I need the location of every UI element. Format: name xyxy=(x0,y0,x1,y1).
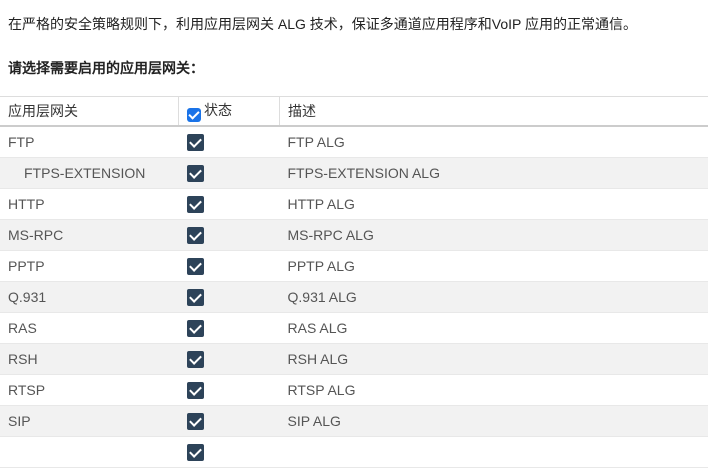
status-cell xyxy=(179,189,280,220)
gateway-description: RSH ALG xyxy=(280,344,708,375)
gateway-name: Q.931 xyxy=(0,282,179,313)
enable-checkbox[interactable] xyxy=(187,165,204,182)
table-row: HTTP HTTP ALG xyxy=(0,189,708,220)
gateway-description: FTPS-EXTENSION ALG xyxy=(280,158,708,189)
table-row: MS-RPC MS-RPC ALG xyxy=(0,220,708,251)
gateway-name: FTPS-EXTENSION xyxy=(0,158,179,189)
gateway-name: RTSP xyxy=(0,375,179,406)
enable-checkbox[interactable] xyxy=(187,351,204,368)
header-gateway: 应用层网关 xyxy=(0,97,179,127)
table-row: FTP FTP ALG xyxy=(0,126,708,158)
gateway-name: MS-RPC xyxy=(0,220,179,251)
gateway-name: HTTP xyxy=(0,189,179,220)
status-cell xyxy=(179,313,280,344)
select-all-checkbox[interactable] xyxy=(187,108,201,122)
table-row: SIP SIP ALG xyxy=(0,406,708,437)
table-row: RAS RAS ALG xyxy=(0,313,708,344)
gateway-description: SIP ALG xyxy=(280,406,708,437)
enable-checkbox[interactable] xyxy=(187,227,204,244)
header-status: 状态 xyxy=(179,97,280,127)
status-cell xyxy=(179,126,280,158)
enable-checkbox[interactable] xyxy=(187,413,204,430)
enable-checkbox[interactable] xyxy=(187,258,204,275)
gateway-name: SIP xyxy=(0,406,179,437)
table-row: FTPS-EXTENSION FTPS-EXTENSION ALG xyxy=(0,158,708,189)
status-cell xyxy=(179,251,280,282)
table-row: Q.931 Q.931 ALG xyxy=(0,282,708,313)
gateway-description: Q.931 ALG xyxy=(280,282,708,313)
status-cell xyxy=(179,220,280,251)
gateway-description: RTSP ALG xyxy=(280,375,708,406)
table-row: PPTP PPTP ALG xyxy=(0,251,708,282)
gateway-name xyxy=(0,437,179,468)
intro-text: 在严格的安全策略规则下，利用应用层网关 ALG 技术，保证多通道应用程序和VoI… xyxy=(8,14,637,34)
status-cell xyxy=(179,282,280,313)
gateway-description xyxy=(280,437,708,468)
prompt-heading: 请选择需要启用的应用层网关： xyxy=(8,58,204,78)
table-row: RSH RSH ALG xyxy=(0,344,708,375)
gateway-description: MS-RPC ALG xyxy=(280,220,708,251)
header-status-label: 状态 xyxy=(204,102,232,118)
table-row: RTSP RTSP ALG xyxy=(0,375,708,406)
table-row xyxy=(0,437,708,468)
enable-checkbox[interactable] xyxy=(187,444,204,461)
gateway-description: RAS ALG xyxy=(280,313,708,344)
enable-checkbox[interactable] xyxy=(187,134,204,151)
status-cell xyxy=(179,375,280,406)
gateway-description: PPTP ALG xyxy=(280,251,708,282)
status-cell xyxy=(179,344,280,375)
enable-checkbox[interactable] xyxy=(187,382,204,399)
gateway-name: RAS xyxy=(0,313,179,344)
gateway-description: HTTP ALG xyxy=(280,189,708,220)
gateway-name: RSH xyxy=(0,344,179,375)
status-cell xyxy=(179,437,280,468)
status-cell xyxy=(179,406,280,437)
gateway-description: FTP ALG xyxy=(280,126,708,158)
gateway-name: PPTP xyxy=(0,251,179,282)
enable-checkbox[interactable] xyxy=(187,196,204,213)
enable-checkbox[interactable] xyxy=(187,289,204,306)
enable-checkbox[interactable] xyxy=(187,320,204,337)
table-header: 应用层网关 状态 描述 xyxy=(0,97,708,127)
gateway-name: FTP xyxy=(0,126,179,158)
status-cell xyxy=(179,158,280,189)
header-description: 描述 xyxy=(280,97,708,127)
